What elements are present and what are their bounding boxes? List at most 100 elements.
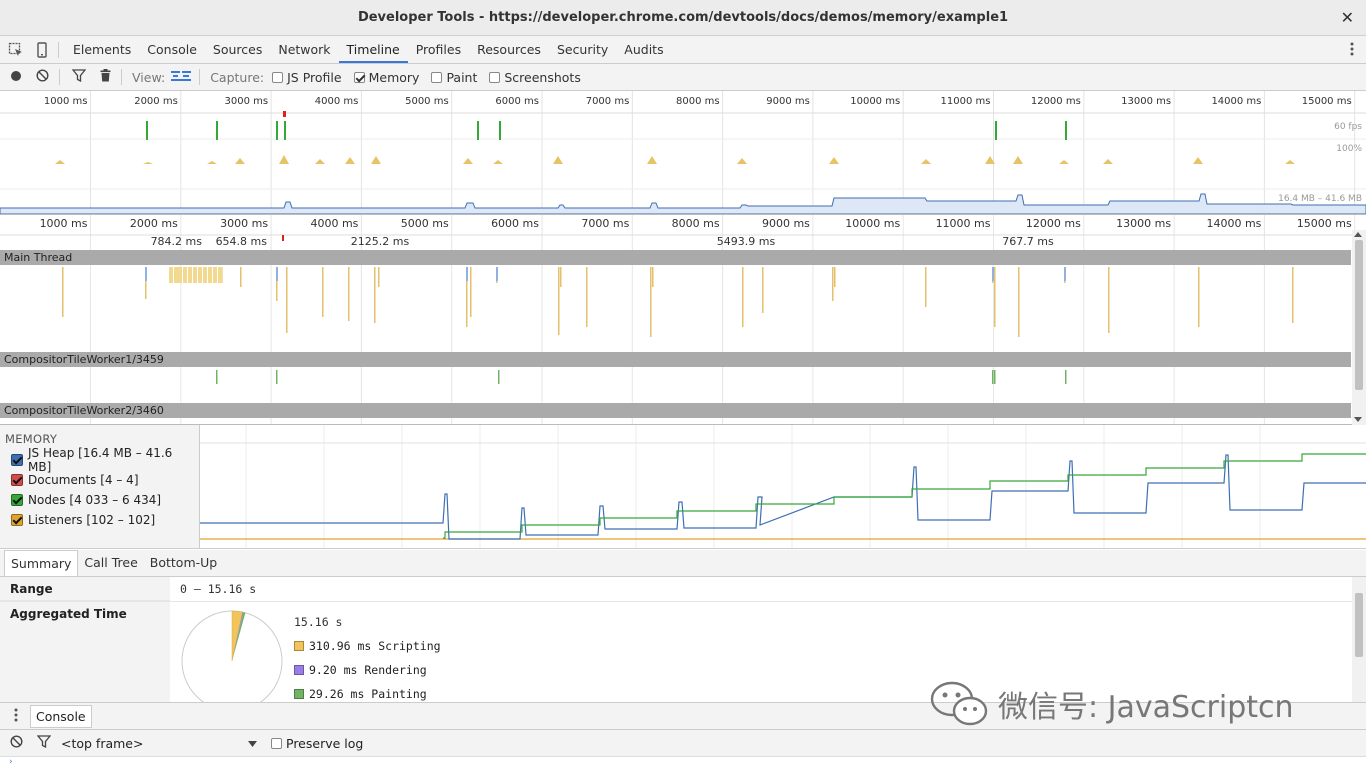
main-thread-task[interactable] xyxy=(470,267,472,317)
main-thread-task[interactable] xyxy=(466,267,468,327)
flame-chart[interactable]: 1000 ms 2000 ms 3000 ms 4000 ms 5000 ms 6000 … xyxy=(0,215,1366,425)
tab-summary[interactable]: Summary xyxy=(4,550,79,576)
main-thread-task[interactable] xyxy=(378,267,380,287)
main-thread-task[interactable] xyxy=(1292,267,1294,323)
main-thread-task[interactable] xyxy=(169,267,173,283)
flame-chart-scrollbar[interactable] xyxy=(1352,230,1366,425)
main-thread-task[interactable] xyxy=(193,267,197,283)
main-thread-task[interactable] xyxy=(203,267,207,283)
main-thread-task[interactable] xyxy=(496,267,498,281)
console-filter-icon[interactable] xyxy=(36,735,52,751)
tab-bottom-up[interactable]: Bottom-Up xyxy=(149,555,218,570)
drawer-tab-console[interactable]: Console xyxy=(30,704,92,728)
worker-task[interactable] xyxy=(992,370,994,384)
main-thread-task[interactable] xyxy=(276,267,278,301)
scrollbar-thumb[interactable] xyxy=(1355,593,1363,657)
flame-chart-canvas[interactable]: 1000 ms 2000 ms 3000 ms 4000 ms 5000 ms 6000 … xyxy=(0,215,1366,425)
checkbox-box[interactable] xyxy=(271,737,282,749)
tab-console[interactable]: Console xyxy=(147,42,197,57)
tab-security[interactable]: Security xyxy=(556,42,609,57)
main-thread-task[interactable] xyxy=(1108,267,1110,333)
main-thread-task[interactable] xyxy=(286,267,288,333)
inspect-element-icon[interactable] xyxy=(6,40,26,60)
main-thread-task[interactable] xyxy=(145,267,147,281)
memory-counter-checkbox[interactable] xyxy=(11,494,23,506)
clear-icon[interactable] xyxy=(36,69,49,85)
overview-chart[interactable]: 1000 ms 2000 ms 3000 ms 4000 ms 5000 ms 6000 … xyxy=(0,91,1366,215)
close-icon[interactable]: ✕ xyxy=(1340,8,1354,27)
screenshots-checkbox[interactable]: Screenshots xyxy=(489,70,581,85)
console-prompt[interactable]: › xyxy=(0,757,1366,768)
main-thread-task[interactable] xyxy=(62,267,64,317)
frame-select[interactable]: <top frame> xyxy=(61,736,257,751)
main-thread-task[interactable] xyxy=(322,267,324,317)
worker-task[interactable] xyxy=(498,370,500,384)
checkbox-box[interactable] xyxy=(431,71,443,83)
worker-task[interactable] xyxy=(1065,370,1067,384)
tab-resources[interactable]: Resources xyxy=(477,42,541,57)
main-thread-task[interactable] xyxy=(174,267,178,283)
main-thread-task[interactable] xyxy=(374,267,376,323)
thread-header-main[interactable]: Main Thread xyxy=(0,250,1351,265)
main-thread-task[interactable] xyxy=(762,267,764,313)
memory-counter-row[interactable]: Documents [4 – 4] xyxy=(0,470,199,490)
memory-counter-checkbox[interactable] xyxy=(11,514,23,526)
js-profile-checkbox[interactable]: JS Profile xyxy=(272,70,342,85)
preserve-log-checkbox[interactable]: Preserve log xyxy=(271,736,363,751)
summary-scrollbar[interactable] xyxy=(1352,577,1366,702)
tab-audits[interactable]: Audits xyxy=(624,42,664,57)
scroll-up-icon[interactable] xyxy=(1354,232,1362,237)
main-thread-task[interactable] xyxy=(560,267,562,287)
filter-icon[interactable] xyxy=(71,69,87,85)
tab-profiles[interactable]: Profiles xyxy=(415,42,462,57)
main-thread-task[interactable] xyxy=(650,267,652,337)
checkbox-box[interactable] xyxy=(272,71,284,83)
record-icon[interactable] xyxy=(10,70,22,85)
main-thread-task[interactable] xyxy=(992,267,994,281)
worker-task[interactable] xyxy=(216,370,218,384)
more-options-icon[interactable] xyxy=(1350,42,1354,59)
main-thread-task[interactable] xyxy=(240,267,242,287)
main-thread-task[interactable] xyxy=(832,267,834,301)
main-thread-task[interactable] xyxy=(188,267,192,283)
device-mode-icon[interactable] xyxy=(32,40,52,60)
memory-checkbox[interactable]: Memory xyxy=(353,70,419,85)
memory-counter-row[interactable]: Listeners [102 – 102] xyxy=(0,510,199,530)
main-thread-task[interactable] xyxy=(198,267,202,283)
main-thread-task[interactable] xyxy=(925,267,927,307)
worker-task[interactable] xyxy=(994,370,996,384)
main-thread-task[interactable] xyxy=(742,267,744,327)
tab-network[interactable]: Network xyxy=(278,42,331,57)
main-thread-task[interactable] xyxy=(348,267,350,321)
memory-counter-checkbox[interactable] xyxy=(11,474,23,486)
main-thread-task[interactable] xyxy=(558,267,560,335)
main-thread-task[interactable] xyxy=(178,267,182,283)
timeline-overview[interactable]: 1000 ms 2000 ms 3000 ms 4000 ms 5000 ms 6000 … xyxy=(0,91,1366,215)
paint-checkbox[interactable]: Paint xyxy=(431,70,477,85)
main-thread-task[interactable] xyxy=(213,267,217,283)
memory-counter-row[interactable]: Nodes [4 033 – 6 434] xyxy=(0,490,199,510)
checkbox-box[interactable] xyxy=(489,71,501,83)
drawer-menu-icon[interactable] xyxy=(14,708,18,725)
main-thread-task[interactable] xyxy=(586,267,588,327)
tab-elements[interactable]: Elements xyxy=(73,42,132,57)
checkbox-box[interactable] xyxy=(353,71,365,83)
clear-console-icon[interactable] xyxy=(10,735,23,751)
main-thread-task[interactable] xyxy=(1064,267,1066,281)
thread-header-worker1[interactable]: CompositorTileWorker1/3459 xyxy=(0,352,1351,367)
memory-graph-canvas[interactable] xyxy=(200,425,1366,549)
main-thread-task[interactable] xyxy=(218,267,222,283)
main-thread-task[interactable] xyxy=(994,267,996,327)
main-thread-task[interactable] xyxy=(1198,267,1200,327)
tab-sources[interactable]: Sources xyxy=(212,42,263,57)
main-thread-task[interactable] xyxy=(466,267,468,281)
main-thread-task[interactable] xyxy=(834,267,836,287)
worker-task[interactable] xyxy=(276,370,278,384)
main-thread-task[interactable] xyxy=(145,267,147,299)
scrollbar-thumb[interactable] xyxy=(1355,240,1363,390)
tab-timeline[interactable]: Timeline xyxy=(338,36,408,63)
memory-graph[interactable] xyxy=(200,425,1366,549)
memory-counter-checkbox[interactable] xyxy=(11,454,23,466)
main-thread-task[interactable] xyxy=(652,267,654,287)
main-thread-task[interactable] xyxy=(276,267,278,281)
